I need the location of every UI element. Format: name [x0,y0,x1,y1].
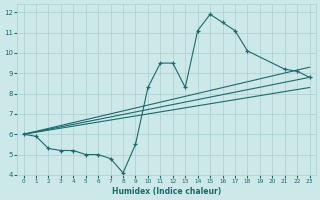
X-axis label: Humidex (Indice chaleur): Humidex (Indice chaleur) [112,187,221,196]
